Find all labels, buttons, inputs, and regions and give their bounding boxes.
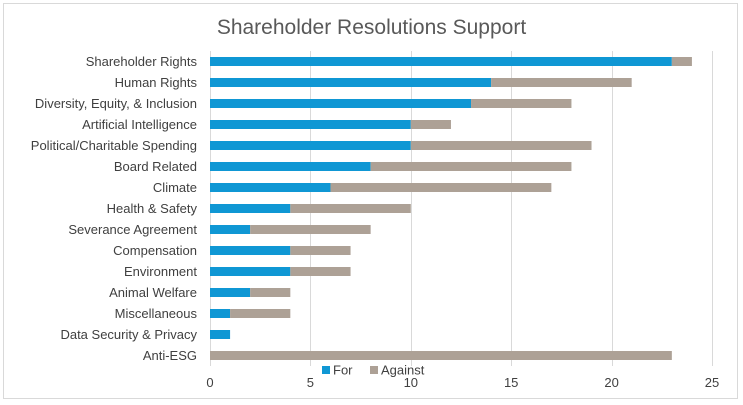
category-label-11: Animal Welfare	[109, 285, 197, 300]
bar-against-10	[290, 267, 351, 276]
bar-against-11	[250, 288, 291, 297]
category-label-4: Political/Charitable Spending	[31, 138, 197, 153]
bar-for-4	[210, 141, 411, 150]
chart-title: Shareholder Resolutions Support	[216, 16, 527, 39]
category-label-2: Diversity, Equity, & Inclusion	[35, 96, 197, 111]
x-tick-label-3: 15	[504, 375, 518, 390]
bar-against-1	[491, 78, 632, 87]
category-label-1: Human Rights	[115, 75, 198, 90]
category-labels: Shareholder Rights Human Rights Diversity,…	[31, 54, 198, 363]
bar-for-11	[210, 288, 251, 297]
x-tick-label-1: 5	[307, 375, 314, 390]
bar-for-12	[210, 309, 231, 318]
bar-for-9	[210, 246, 291, 255]
bar-against-8	[250, 225, 371, 234]
bar-against-0	[671, 57, 692, 66]
bar-against-14	[210, 351, 672, 360]
bars	[210, 57, 692, 360]
bar-for-2	[210, 99, 472, 108]
category-label-6: Climate	[153, 180, 197, 195]
bar-against-4	[410, 141, 592, 150]
category-label-3: Artificial Intelligence	[82, 117, 197, 132]
legend-swatch-for	[322, 366, 330, 374]
legend: For Against	[322, 363, 425, 378]
category-label-12: Miscellaneous	[115, 306, 198, 321]
legend-label-for: For	[333, 363, 353, 378]
category-label-7: Health & Safety	[107, 201, 198, 216]
x-tick-label-4: 20	[604, 375, 618, 390]
bar-for-5	[210, 162, 371, 171]
bar-for-13	[210, 330, 231, 339]
x-tick-labels: 0 5 10 15 20 25	[206, 375, 719, 390]
chart-frame	[3, 3, 738, 399]
category-label-10: Environment	[124, 264, 197, 279]
legend-label-against: Against	[381, 363, 425, 378]
bar-against-6	[330, 183, 552, 192]
bar-against-2	[471, 99, 572, 108]
x-tick-label-0: 0	[206, 375, 213, 390]
category-label-9: Compensation	[113, 243, 197, 258]
bar-for-10	[210, 267, 291, 276]
bar-against-9	[290, 246, 351, 255]
bar-against-3	[410, 120, 451, 129]
bar-for-8	[210, 225, 251, 234]
x-tick-label-5: 25	[705, 375, 719, 390]
bar-for-1	[210, 78, 492, 87]
bar-for-7	[210, 204, 291, 213]
x-tick-label-2: 10	[404, 375, 418, 390]
bar-for-3	[210, 120, 411, 129]
bar-for-6	[210, 183, 331, 192]
category-label-13: Data Security & Privacy	[60, 327, 197, 342]
category-label-5: Board Related	[114, 159, 197, 174]
category-label-14: Anti-ESG	[143, 348, 197, 363]
bar-for-0	[210, 57, 672, 66]
bar-against-5	[370, 162, 572, 171]
category-label-0: Shareholder Rights	[86, 54, 198, 69]
category-label-8: Severance Agreement	[68, 222, 197, 237]
bar-against-7	[290, 204, 411, 213]
bar-against-12	[230, 309, 291, 318]
legend-swatch-against	[370, 366, 378, 374]
